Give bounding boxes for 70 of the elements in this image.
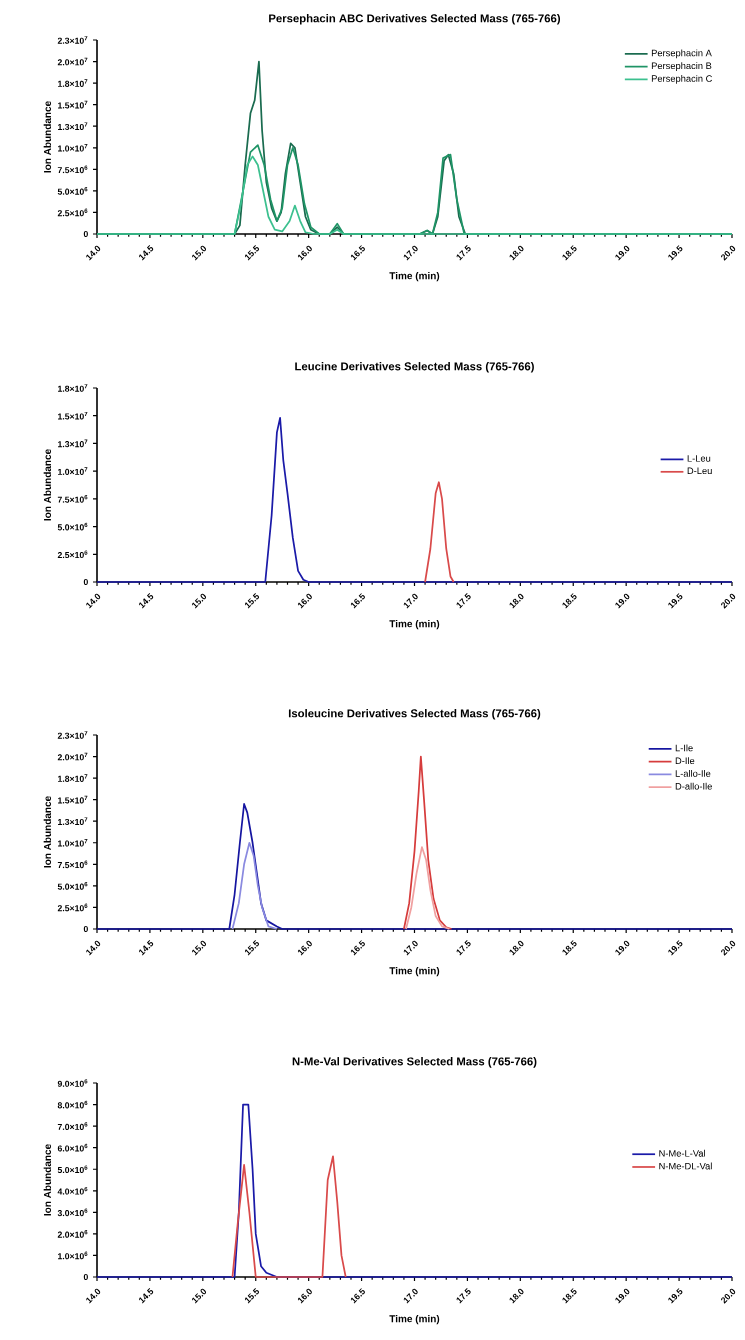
chart-title: Persephacin ABC Derivatives Selected Mass (765-766) [269,14,561,25]
y-tick-label: 2.5×10$^{6}$ [57,550,88,559]
chart-title: Leucine Derivatives Selected Mass (765-766) [295,362,534,373]
y-tick-label: 5.0×10$^{6}$ [57,187,88,195]
legend-label: L-Ile [675,744,693,752]
line-series [231,1155,347,1278]
y-tick-label: 1.0×10$^{6}$ [58,1251,88,1260]
y-tick-label: 0 [83,925,88,933]
line-series [403,755,453,930]
y-tick-label: 7.5×10$^{6}$ [57,860,88,869]
legend-label: D-Leu [687,467,712,475]
y-tick-label: 0 [83,578,88,586]
y-tick-label: 2.0×10$^{7}$ [57,57,88,66]
y-tick-label: 5.0×10$^{6}$ [57,1165,88,1174]
legend-label: Persephacin A [651,49,712,59]
x-axis-title: Time (min) [389,966,440,977]
y-tick-label: 5.0×10$^{6}$ [57,882,88,890]
y-tick-label: 7.0×10$^{6}$ [57,1122,88,1130]
y-tick-label: 1.3×10$^{7}$ [58,817,88,826]
y-tick-label: 4.0×10$^{6}$ [57,1186,88,1195]
legend-label: Persephacin C [651,75,712,84]
legend-label: L-Leu [687,455,711,462]
y-tick-label: 2.5×10$^{6}$ [57,903,88,912]
x-axis-title: Time (min) [389,1314,440,1325]
y-tick-label: 1.0×10$^{7}$ [58,467,88,475]
y-tick-label: 2.0×10$^{6}$ [57,1230,88,1238]
y-tick-label: 8.0×10$^{6}$ [57,1100,88,1109]
legend-label: N-Me-DL-Val [659,1162,712,1170]
y-tick-label: 2.5×10$^{6}$ [57,208,88,217]
y-tick-label: 1.0×10$^{7}$ [58,838,88,847]
y-tick-label: 1.5×10$^{7}$ [58,100,88,109]
y-tick-label: 0 [83,1273,88,1281]
legend-label: L-allo-Ile [675,770,711,777]
y-tick-label: 7.5×10$^{6}$ [57,165,88,174]
chart-title: N-Me-Val Derivatives Selected Mass (765-766) [292,1057,537,1068]
chart-title: Isoleucine Derivatives Selected Mass (765-766) [288,709,541,720]
legend-label: D-allo-Ile [675,782,712,790]
y-axis-title: Ion Abundance [43,101,52,173]
x-tick-label: 18.0 [509,940,524,956]
y-axis-title: Ion Abundance [43,796,52,868]
line-series [424,481,455,583]
x-axis-title: Time (min) [389,619,440,630]
y-tick-label: 9.0×10$^{6}$ [57,1079,88,1087]
x-axis-title: Time (min) [389,271,440,282]
y-axis-title: Ion Abundance [43,1144,52,1216]
y-tick-label: 1.8×10$^{7}$ [58,774,88,782]
y-tick-label: 0 [83,230,88,238]
x-tick-label: 18.0 [509,245,524,261]
y-tick-label: 2.3×10$^{7}$ [57,731,88,739]
y-tick-label: 1.0×10$^{7}$ [58,143,88,152]
y-tick-label: 5.0×10$^{6}$ [57,522,88,531]
y-tick-label: 2.0×10$^{7}$ [57,752,88,761]
y-axis-title: Ion Abundance [43,449,52,521]
y-tick-label: 1.3×10$^{7}$ [58,439,88,448]
y-tick-label: 1.8×10$^{7}$ [58,384,88,392]
y-tick-label: 6.0×10$^{6}$ [57,1143,88,1152]
y-tick-label: 1.5×10$^{7}$ [58,795,88,804]
y-tick-label: 3.0×10$^{6}$ [57,1208,88,1217]
legend-label: Persephacin B [651,62,712,71]
line-series [231,841,278,930]
legend-label: N-Me-L-Val [659,1149,705,1157]
x-tick-label: 18.0 [509,1288,524,1304]
x-tick-label: 18.0 [509,593,524,609]
y-tick-label: 1.3×10$^{7}$ [58,122,88,131]
line-series [405,846,451,930]
y-tick-label: 1.8×10$^{7}$ [58,79,88,87]
y-tick-label: 2.3×10$^{7}$ [57,36,88,44]
y-tick-label: 1.5×10$^{7}$ [58,411,88,420]
y-tick-label: 7.5×10$^{6}$ [57,495,88,503]
legend-label: D-Ile [675,757,695,765]
